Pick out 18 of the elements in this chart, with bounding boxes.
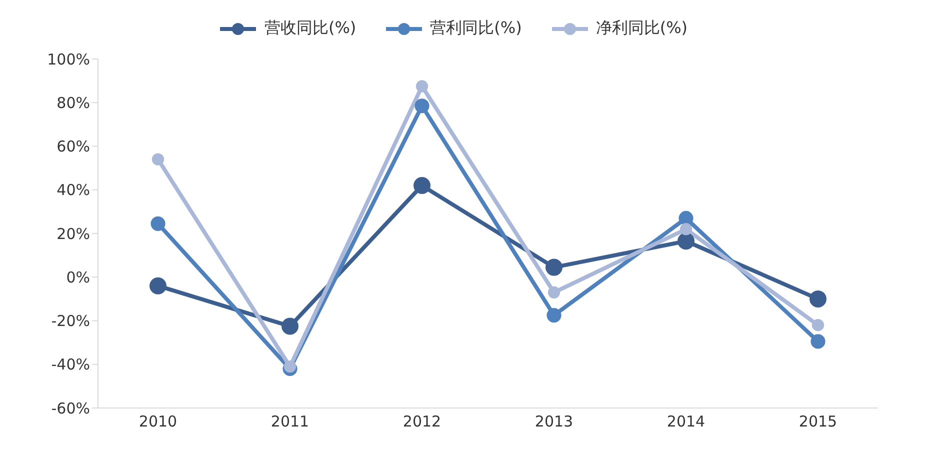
- y-tick-label: 20%: [56, 224, 90, 243]
- y-tick-label: -20%: [51, 312, 90, 330]
- legend-label: 营收同比(%): [264, 18, 356, 39]
- y-tick-label: 60%: [56, 138, 90, 156]
- legend-label: 营利同比(%): [430, 18, 522, 39]
- x-tick-label: 2010: [138, 412, 178, 431]
- legend-label: 净利同比(%): [596, 18, 688, 39]
- y-tick-label: -60%: [51, 399, 90, 418]
- y-tick-label: 80%: [56, 94, 90, 112]
- x-tick-label: 2015: [798, 412, 838, 431]
- y-tick-label: 0%: [66, 268, 90, 286]
- y-tick-label: 40%: [56, 181, 90, 200]
- x-tick-label: 2011: [270, 412, 310, 431]
- y-tick-label: -40%: [51, 356, 90, 374]
- x-tick-label: 2013: [534, 412, 574, 431]
- x-tick-label: 2012: [402, 412, 442, 431]
- y-tick-label: 100%: [47, 50, 90, 68]
- x-tick-label: 2014: [666, 412, 706, 431]
